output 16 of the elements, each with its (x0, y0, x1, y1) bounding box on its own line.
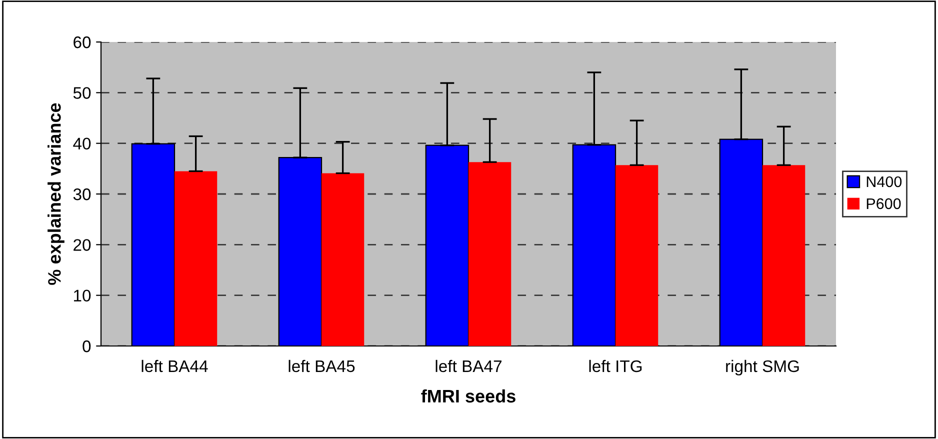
y-tick-label: 50 (73, 87, 91, 99)
x-axis-title: fMRI seeds (421, 389, 516, 403)
y-axis-title: % explained variance (48, 103, 64, 285)
y-tick-label: 40 (73, 138, 91, 150)
legend-label: P600 (866, 198, 901, 210)
x-tick-label: left ITG (589, 360, 642, 372)
x-tick-label: left BA47 (436, 360, 502, 372)
x-tick-label: left BA45 (288, 360, 355, 372)
y-tick-label: 0 (82, 340, 91, 352)
x-tick-label: left BA44 (142, 360, 208, 372)
x-tick-label: right SMG (726, 360, 799, 376)
y-tick-label: 30 (73, 188, 91, 200)
y-tick-label: 20 (74, 239, 91, 251)
legend-label: N400 (866, 176, 902, 188)
y-tick-label: 10 (74, 290, 91, 302)
y-tick-label: 60 (74, 36, 91, 48)
